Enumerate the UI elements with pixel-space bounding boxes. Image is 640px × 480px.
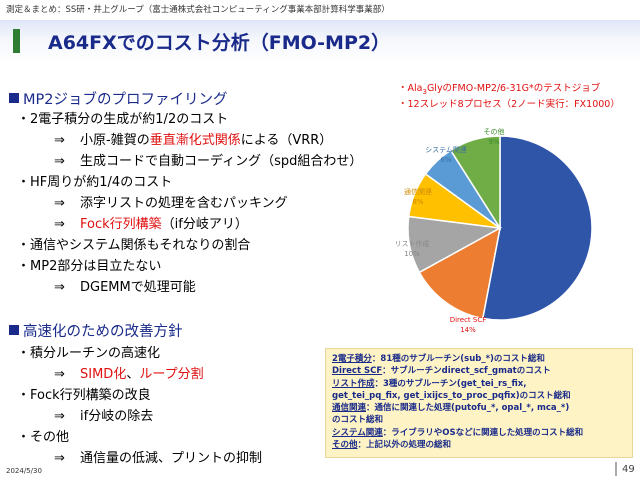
pie-slice-name-label: リスト作成 xyxy=(395,239,430,248)
arrow-icon: ⇒ xyxy=(54,217,65,232)
legend-key: システム関連 xyxy=(332,427,383,438)
pie-slice-value-label: 6% xyxy=(440,156,451,164)
pie-slice-value-label: 9% xyxy=(488,138,499,146)
square-bullet-icon xyxy=(9,325,19,335)
legend-key: 2電子積分 xyxy=(332,354,372,364)
list-item: ⇒ SIMD化、ループ分割 xyxy=(54,367,204,382)
pie-slice-name-label: Direct SCF xyxy=(450,316,487,324)
legend-row: 2電子積分：81種のサブルーチン(sub_*)のコスト総和 xyxy=(332,353,626,365)
legend-row: リスト作成：3種のサブルーチン(get_tei_rs_fix, xyxy=(332,378,626,390)
list-item: ⇒ Fock行列構築（if分岐アリ） xyxy=(54,217,248,232)
title-bar xyxy=(0,20,640,64)
legend-desc: ：3種のサブルーチン(get_tei_rs_fix, xyxy=(374,378,527,389)
list-item: ・MP2部分は目立たない xyxy=(17,259,162,274)
legend-desc: ：通信に関連した処理(putofu_*, opal_*, mca_*) xyxy=(366,403,570,414)
list-item: ・2電子積分の生成が約1/2のコスト xyxy=(17,112,229,127)
legend-key: その他 xyxy=(332,440,358,451)
pie-slice-value-label: 8% xyxy=(412,198,423,206)
pie-slice-name-label: 通信関連 xyxy=(404,187,432,196)
pie-slice-name-label: システム関連 xyxy=(425,145,467,154)
arrow-icon: ⇒ xyxy=(54,367,65,382)
arrow-icon: ⇒ xyxy=(54,409,65,424)
list-item: ⇒ DGEMMで処理可能 xyxy=(54,280,196,295)
legend-key: 通信関連 xyxy=(332,403,367,414)
legend-desc: ：上記以外の処理の総和 xyxy=(357,440,452,451)
list-item: ⇒ 通信量の低減、プリントの抑制 xyxy=(54,451,263,466)
arrow-icon: ⇒ xyxy=(54,196,65,211)
list-item: ⇒ if分岐の除去 xyxy=(54,409,154,424)
legend-row: 通信関連：通信に関連した処理(putofu_*, opal_*, mca_*) xyxy=(332,402,626,414)
pie-slice xyxy=(481,135,593,321)
pie-slice xyxy=(418,226,502,320)
legend-row: その他：上記以外の処理の総和 xyxy=(332,439,626,451)
list-item: ・HF周りが約1/4のコスト xyxy=(17,175,173,190)
legend-key: Direct SCF xyxy=(332,366,383,377)
legend-box: 2電子積分：81種のサブルーチン(sub_*)のコスト総和 Direct SCF：… xyxy=(325,348,633,458)
arrow-icon: ⇒ xyxy=(54,451,65,466)
arrow-icon: ⇒ xyxy=(54,154,65,169)
pie-slice-value-label: 53% xyxy=(583,154,599,162)
section-heading-profiling: MP2ジョブのプロファイリング xyxy=(9,88,227,109)
legend-row: システム関連：ライブラリやOSなどに関連した処理のコスト総和 xyxy=(332,427,626,439)
list-item: ・Fock行列構築の改良 xyxy=(17,388,151,403)
date: 2024/5/30 xyxy=(6,467,42,475)
legend-desc: ：81種のサブルーチン(sub_*)のコスト総和 xyxy=(371,354,545,364)
credit-line: 測定＆まとめ：SS研・井上グループ（富士通株式会社コンピューティング事業本部計算… xyxy=(6,5,390,15)
arrow-icon: ⇒ xyxy=(54,280,65,295)
square-bullet-icon xyxy=(9,93,19,103)
execution-config-note: ・12スレッド8プロセス（2ノード実行：FX1000） xyxy=(398,99,620,110)
page-number: 49 xyxy=(622,464,635,475)
arrow-icon: ⇒ xyxy=(54,133,65,148)
title-accent-bar xyxy=(13,29,20,53)
list-item: ⇒ 添字リストの処理を含むパッキング xyxy=(54,196,288,211)
legend-desc: ：ライブラリやOSなどに関連した処理のコスト総和 xyxy=(382,427,584,438)
legend-desc: get_tei_pq_fix, get_ixijcs_to_proc_pqfix… xyxy=(332,390,571,401)
test-job-note: ・Ala3GlyのFMO-MP2/6-31G*のテストジョブ xyxy=(398,83,601,96)
section-heading-speedup: 高速化のための改善方針 xyxy=(9,320,183,341)
pie-slice-name-label: 2電子積分 xyxy=(575,143,607,152)
list-item: ・通信やシステム関係もそれなりの割合 xyxy=(17,238,251,253)
pie-slice-value-label: 14% xyxy=(460,326,476,334)
legend-desc: のコスト総和 xyxy=(332,415,384,426)
pie-slice xyxy=(449,135,501,231)
cost-pie-chart: 2電子積分 53% Direct SCF 14% リスト作成 10% 通信関連 8% システム関… xyxy=(395,127,608,334)
page-number-divider xyxy=(615,462,617,476)
list-item: ・その他 xyxy=(17,430,70,445)
legend-key: リスト作成 xyxy=(332,378,375,389)
pie-slice-name-label: その他 xyxy=(484,127,505,136)
list-item: ⇒ 生成コードで自動コーディング（spd組合わせ） xyxy=(54,154,363,169)
legend-desc: ：サブルーチンdirect_scf_gmatのコスト xyxy=(382,366,551,377)
legend-row: get_tei_pq_fix, get_ixijcs_to_proc_pqfix… xyxy=(332,390,626,402)
slide-title: A64FXでのコスト分析（FMO-MP2） xyxy=(48,32,391,54)
list-item: ⇒ 小原-雑賀の垂直漸化式関係による（VRR） xyxy=(54,133,333,148)
legend-row: Direct SCF：サブルーチンdirect_scf_gmatのコスト xyxy=(332,365,626,377)
pie-slice-value-label: 10% xyxy=(404,250,420,258)
legend-row: のコスト総和 xyxy=(332,414,626,426)
list-item: ・積分ルーチンの高速化 xyxy=(17,346,161,361)
